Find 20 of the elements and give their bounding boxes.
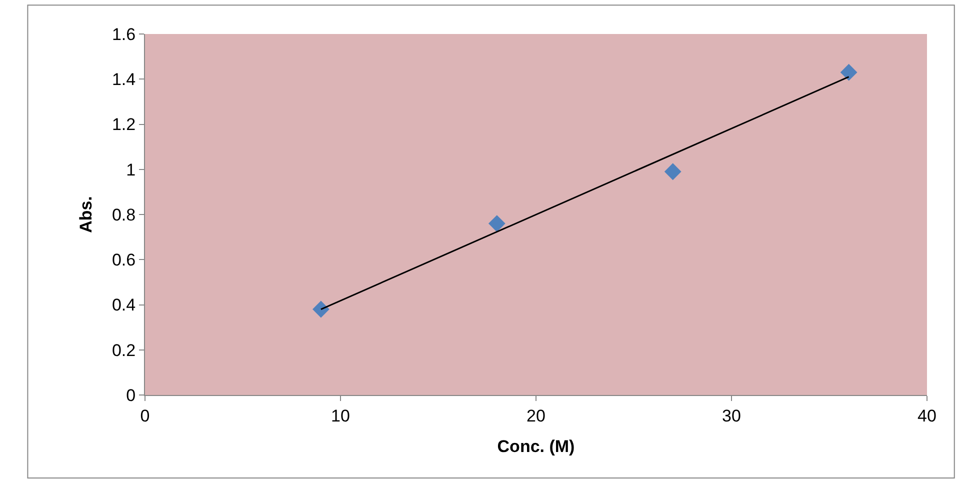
x-tick-label: 20 <box>526 406 546 426</box>
y-tick-label: 1.6 <box>112 24 136 44</box>
point <box>664 163 682 180</box>
y-tick-label: 1 <box>126 160 136 180</box>
y-tick-label: 0 <box>126 386 136 405</box>
x-tick-label: 10 <box>331 406 350 426</box>
y-tick-label: 0.8 <box>112 205 136 224</box>
y-axis-title: Abs. <box>76 196 96 233</box>
x-tick-label: 0 <box>140 406 150 426</box>
x-tick-label: 30 <box>722 406 741 426</box>
point <box>840 64 858 81</box>
point <box>488 215 506 232</box>
y-tick-label: 1.2 <box>112 115 136 134</box>
y-tick-label: 0.4 <box>112 296 136 315</box>
y-tick-label: 0.2 <box>112 340 136 360</box>
y-tick-label: 1.4 <box>112 70 136 90</box>
x-tick-label: 40 <box>918 406 936 426</box>
y-tick-label: 0.6 <box>112 250 136 270</box>
x-axis-title: Conc. (M) <box>497 436 575 456</box>
point <box>312 300 330 318</box>
